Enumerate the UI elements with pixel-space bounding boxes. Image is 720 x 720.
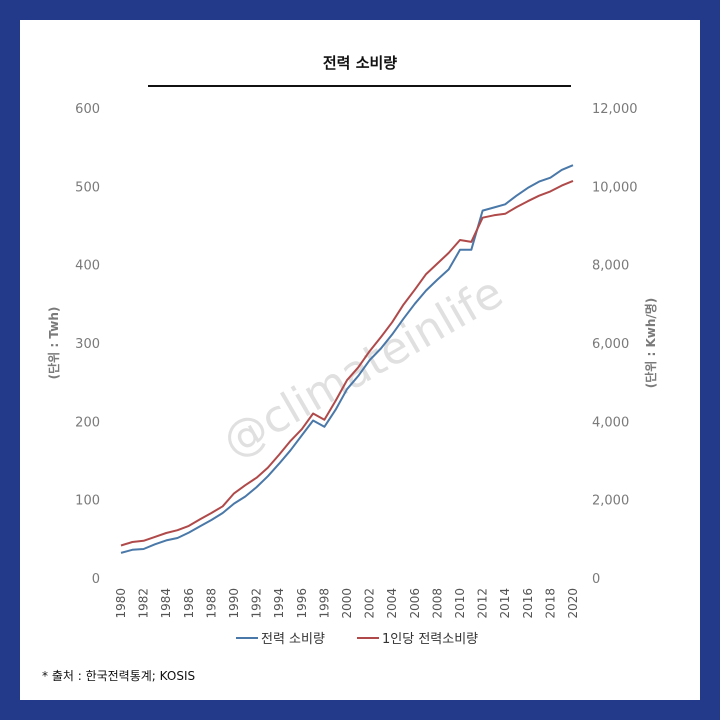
right-tick-label: 4,000 — [592, 415, 629, 430]
x-tick-label: 1990 — [227, 588, 241, 619]
x-tick-label: 2008 — [430, 588, 444, 619]
x-tick-label: 1994 — [272, 588, 286, 619]
right-tick-label: 8,000 — [592, 259, 629, 274]
x-tick-label: 2002 — [363, 588, 377, 619]
left-tick-label: 100 — [75, 494, 100, 509]
series-line-2 — [120, 179, 574, 547]
x-tick-label: 1988 — [204, 588, 218, 619]
right-tick-label: 12,000 — [592, 102, 638, 117]
chart-card — [20, 20, 700, 700]
chart-title: 전력 소비량 — [322, 54, 398, 72]
x-tick-label: 2012 — [476, 588, 490, 619]
x-tick-label: 1996 — [295, 588, 309, 619]
left-tick-label: 500 — [75, 180, 100, 195]
title-underline — [148, 85, 571, 87]
x-tick-label: 2016 — [521, 588, 535, 619]
x-tick-label: 1992 — [250, 588, 264, 619]
x-tick-label: 1980 — [114, 588, 128, 619]
series-line-1 — [120, 164, 574, 554]
watermark: @climateinlife — [214, 267, 511, 468]
left-tick-label: 600 — [75, 102, 100, 117]
left-tick-label: 400 — [75, 259, 100, 274]
x-tick-label: 2006 — [408, 588, 422, 619]
x-tick-label: 2010 — [453, 588, 467, 619]
source-note: * 출처 : 한국전력통계; KOSIS — [42, 669, 196, 683]
legend-label-1: 전력 소비량 — [261, 632, 325, 647]
x-tick-label: 2020 — [566, 588, 580, 619]
left-tick-label: 0 — [92, 572, 100, 587]
left-tick-label: 200 — [75, 415, 100, 430]
x-tick-label: 2004 — [385, 588, 399, 619]
right-axis-label: (단위 : Kwh/명) — [643, 298, 658, 389]
x-tick-label: 1982 — [137, 588, 151, 619]
right-tick-label: 6,000 — [592, 337, 629, 352]
legend: 전력 소비량 1인당 전력소비량 — [236, 632, 478, 647]
legend-label-2: 1인당 전력소비량 — [382, 632, 478, 647]
right-tick-label: 2,000 — [592, 494, 629, 509]
left-tick-label: 300 — [75, 337, 100, 352]
x-tick-label: 2018 — [543, 588, 557, 619]
x-tick-label: 1986 — [182, 588, 196, 619]
left-axis-label: (단위 : Twh) — [46, 307, 61, 380]
x-tick-label: 1984 — [159, 588, 173, 619]
x-tick-label: 1998 — [317, 588, 331, 619]
x-tick-label: 2014 — [498, 588, 512, 619]
right-tick-label: 0 — [592, 572, 600, 587]
right-tick-label: 10,000 — [592, 180, 638, 195]
x-tick-label: 2000 — [340, 588, 354, 619]
